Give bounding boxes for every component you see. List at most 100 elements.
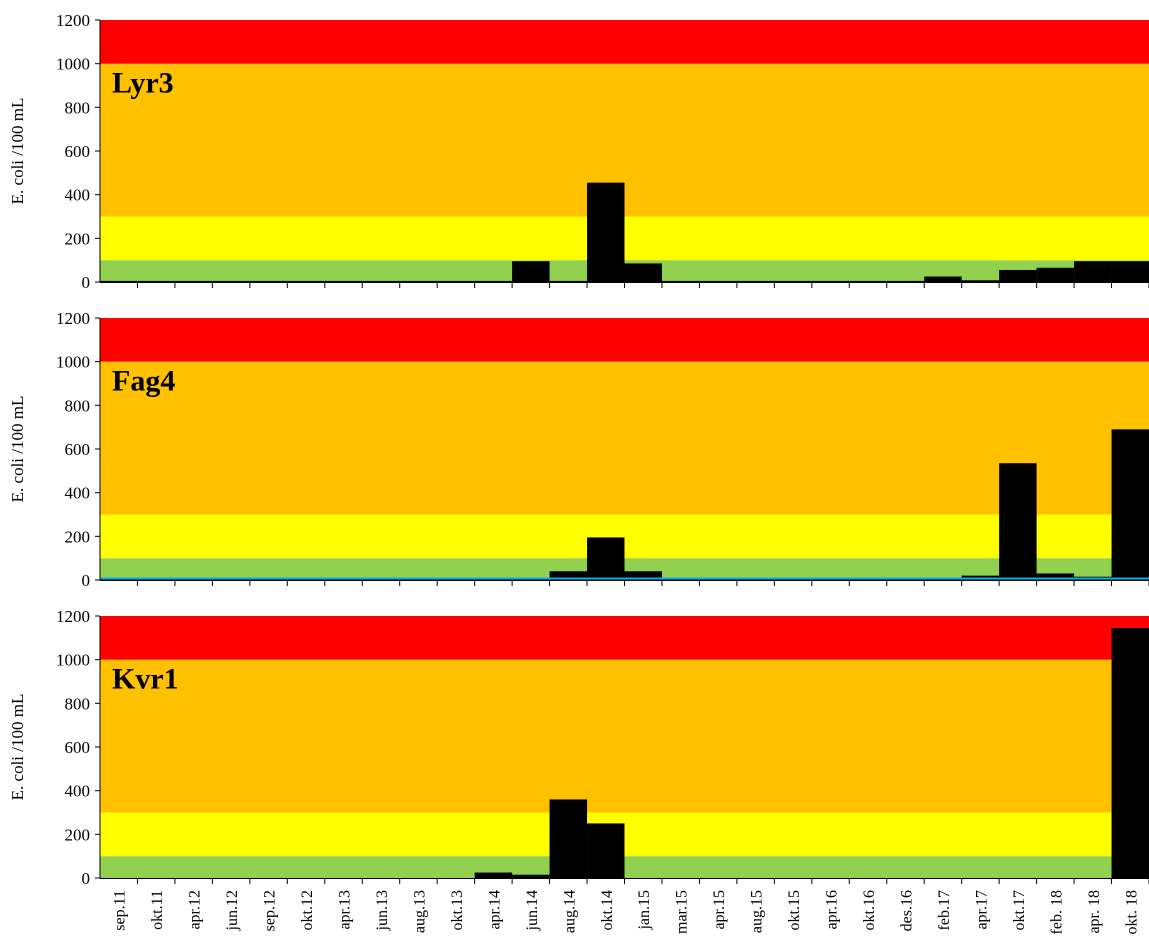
x-tick-label: mar.15	[674, 890, 691, 934]
y-tick-label: 800	[65, 98, 91, 117]
x-tick-label: aug.15	[749, 890, 766, 933]
y-tick-label: 200	[65, 229, 91, 248]
y-tick-label: 200	[65, 527, 91, 546]
bar-okt-16	[849, 280, 887, 282]
bar-apr-14	[474, 872, 513, 878]
y-axis-label: E. coli /100 mL	[8, 396, 27, 503]
x-tick-label: apr.12	[187, 890, 204, 930]
bar-jan-15	[624, 263, 662, 282]
bar-aug-14	[549, 571, 588, 580]
x-tick-label: sep.12	[262, 890, 279, 931]
panel-title: Fag4	[112, 365, 175, 398]
y-tick-label: 200	[65, 825, 91, 844]
bar-apr-16	[811, 280, 850, 282]
bar-feb-17	[924, 276, 962, 282]
bar-jun-14	[512, 261, 550, 282]
y-tick-label: 1000	[56, 353, 90, 372]
y-tick-label: 600	[65, 142, 91, 161]
bar-jun-14	[512, 874, 550, 878]
bar-aug-13	[399, 280, 438, 282]
band-3	[100, 20, 1149, 64]
bar-apr-18	[1074, 261, 1112, 282]
x-tick-label: apr.16	[824, 890, 841, 930]
bar-okt-13	[437, 280, 475, 282]
bar-okt-18	[1111, 261, 1149, 282]
y-tick-label: 400	[65, 782, 91, 801]
band-3	[100, 318, 1149, 362]
y-tick-label: 1000	[56, 651, 90, 670]
bar-jun-12	[212, 280, 250, 282]
y-tick-label: 1200	[56, 309, 90, 328]
x-tick-label: apr.17	[973, 890, 990, 930]
y-tick-label: 400	[65, 186, 91, 205]
x-tick-label: des.16	[898, 890, 915, 931]
x-tick-label: apr. 18	[1086, 890, 1103, 934]
x-tick-label: okt.15	[786, 890, 803, 930]
bar-okt-14	[587, 537, 625, 580]
y-tick-label: 0	[82, 273, 91, 292]
bar-feb-18	[1036, 267, 1075, 282]
bar-sep-12	[249, 280, 288, 282]
bar-apr-17	[961, 280, 1000, 282]
bar-okt-18	[1111, 429, 1149, 580]
y-axis-label: E. coli /100 mL	[8, 98, 27, 205]
y-tick-label: 1000	[56, 55, 90, 74]
band-3	[100, 616, 1149, 660]
x-tick-label: feb. 18	[1048, 890, 1065, 934]
x-tick-label: okt. 18	[1123, 890, 1140, 934]
bar-okt-17	[999, 269, 1037, 282]
chart-panel-fag4: 0 200 400 600 800 1000 1200 E. coli /100 mL Fag4	[8, 309, 1149, 590]
bar-feb-18	[1036, 573, 1075, 580]
y-tick-label: 0	[82, 571, 91, 590]
bar-okt-11	[137, 280, 175, 282]
y-tick-label: 1200	[56, 11, 90, 30]
x-tick-label: aug.13	[411, 890, 428, 933]
bar-jun-13	[362, 280, 400, 282]
chart-panel-kvr1: 0 200 400 600 800 1000 1200 E. coli /100 mL Kvr1…	[8, 607, 1149, 934]
bar-apr-12	[174, 280, 213, 282]
x-tick-label: okt.11	[149, 890, 166, 930]
x-tick-label: sep.11	[112, 890, 129, 931]
x-tick-label: okt.16	[861, 890, 878, 930]
chart-panel-lyr3: 0 200 400 600 800 1000 1200 E. coli /100 mL Lyr3	[8, 11, 1149, 292]
bar-apr-13	[324, 280, 363, 282]
bar-aug-14	[549, 799, 588, 878]
bar-mar-15	[661, 280, 700, 282]
x-tick-label: feb.17	[936, 890, 953, 930]
x-tick-label: okt.14	[599, 890, 616, 930]
bar-jan-15	[624, 571, 662, 580]
bar-aug-15	[736, 280, 775, 282]
x-tick-label: apr.13	[337, 890, 354, 930]
bar-okt-14	[587, 182, 625, 282]
x-tick-label: aug.14	[561, 890, 578, 933]
bar-okt-18	[1111, 628, 1149, 878]
y-tick-label: 800	[65, 396, 91, 415]
x-tick-label: jun.12	[224, 890, 241, 931]
x-tick-label: apr.15	[711, 890, 728, 930]
bar-aug-14	[549, 280, 588, 282]
x-tick-label: okt.17	[1011, 890, 1028, 930]
bar-okt-15	[774, 280, 812, 282]
band-2	[100, 361, 1149, 515]
bar-okt-14	[587, 823, 625, 878]
y-tick-label: 1200	[56, 607, 90, 626]
x-tick-label: okt.12	[299, 890, 316, 930]
x-tick-label: apr.14	[486, 890, 503, 930]
y-axis-label: E. coli /100 mL	[8, 694, 27, 801]
bar-des-16	[886, 280, 925, 282]
x-tick-label: jun.14	[524, 890, 541, 931]
x-tick-label: okt.13	[449, 890, 466, 930]
y-tick-label: 0	[82, 869, 91, 888]
panel-title: Lyr3	[112, 67, 174, 100]
band-2	[100, 659, 1149, 813]
y-tick-label: 800	[65, 694, 91, 713]
bar-apr-15	[699, 280, 737, 282]
x-tick-label: jan.15	[636, 890, 653, 931]
y-tick-label: 400	[65, 484, 91, 503]
bar-apr-14	[474, 280, 513, 282]
y-tick-label: 600	[65, 440, 91, 459]
bar-okt-17	[999, 463, 1037, 580]
panel-title: Kvr1	[112, 663, 179, 696]
x-tick-label: jun.13	[374, 890, 391, 931]
